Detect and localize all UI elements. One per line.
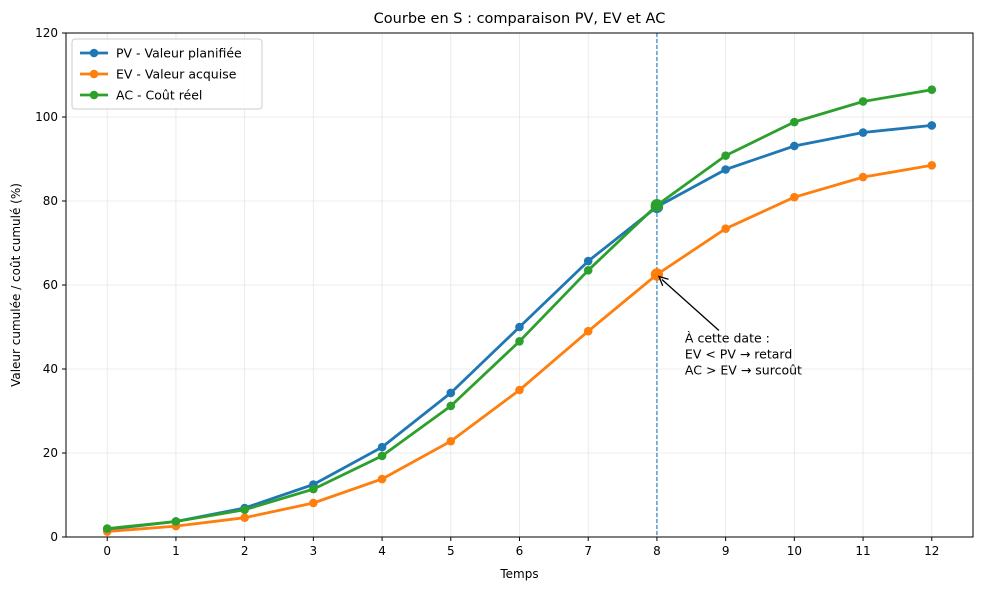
x-tick-label: 3 <box>310 544 318 558</box>
legend-marker <box>89 69 99 79</box>
legend-marker <box>89 48 99 58</box>
y-tick-label: 0 <box>50 530 58 544</box>
annotation-text: À cette date : <box>685 331 770 346</box>
data-point <box>858 97 868 106</box>
x-tick-label: 12 <box>924 544 939 558</box>
legend-label: AC - Coût réel <box>116 88 202 103</box>
data-point <box>171 517 181 526</box>
y-axis-title: Valeur cumulée / coût cumulé (%) <box>9 183 23 387</box>
legend-label: EV - Valeur acquise <box>116 67 237 82</box>
x-tick-label: 6 <box>516 544 524 558</box>
data-point <box>515 322 524 332</box>
status-date-marker <box>650 199 664 212</box>
data-point <box>583 256 593 266</box>
data-point <box>515 336 524 346</box>
y-tick-label: 40 <box>43 362 58 376</box>
x-tick-label: 9 <box>722 544 730 558</box>
legend: PV - Valeur planifiée EV - Valeur acquise… <box>71 38 263 110</box>
data-point <box>446 388 456 398</box>
y-tick-label: 120 <box>35 26 58 40</box>
data-point <box>515 385 524 395</box>
data-point <box>858 128 868 137</box>
data-point <box>446 401 456 411</box>
x-tick-label: 1 <box>172 544 180 558</box>
data-point <box>790 141 799 151</box>
y-tick-label: 60 <box>43 278 58 292</box>
x-axis-title: Temps <box>499 567 538 581</box>
y-tick-label: 80 <box>43 194 58 208</box>
data-point <box>102 524 112 533</box>
annotation-arrow <box>661 279 720 331</box>
data-point <box>240 513 249 522</box>
data-point <box>858 172 868 182</box>
data-point <box>309 484 318 494</box>
x-tick-label: 8 <box>653 544 661 558</box>
data-point <box>790 192 799 202</box>
status-date-marker <box>650 268 664 281</box>
data-point <box>927 161 937 170</box>
x-tick-label: 11 <box>855 544 870 558</box>
data-point <box>927 85 937 94</box>
y-tick-label: 100 <box>35 110 58 124</box>
annotation-text: EV < PV → retard <box>685 347 792 362</box>
data-point <box>927 121 937 130</box>
legend-label: PV - Valeur planifiée <box>116 46 242 61</box>
x-tick-label: 5 <box>447 544 455 558</box>
data-point <box>309 498 318 508</box>
data-point <box>240 505 249 514</box>
x-tick-label: 0 <box>103 544 111 558</box>
data-point <box>377 474 387 484</box>
data-point <box>583 266 593 275</box>
x-tick-label: 4 <box>378 544 386 558</box>
x-tick-label: 10 <box>787 544 802 558</box>
series-layer <box>102 85 937 536</box>
legend-marker <box>89 90 99 100</box>
x-tick-label: 2 <box>241 544 249 558</box>
data-point <box>583 326 593 336</box>
legend-box <box>71 38 263 110</box>
y-tick-label: 20 <box>43 446 58 460</box>
data-point <box>721 151 730 160</box>
chart-title: Courbe en S : comparaison PV, EV et AC <box>374 11 666 27</box>
annotation-arrowhead <box>657 275 669 287</box>
series-2 <box>102 85 937 533</box>
data-point <box>790 117 799 127</box>
data-point <box>377 451 387 461</box>
data-point <box>377 442 387 452</box>
annotation-text: AC > EV → surcoût <box>685 363 802 378</box>
x-tick-label: 7 <box>584 544 592 558</box>
data-point <box>721 224 730 234</box>
data-point <box>721 165 730 174</box>
data-point <box>446 436 456 446</box>
